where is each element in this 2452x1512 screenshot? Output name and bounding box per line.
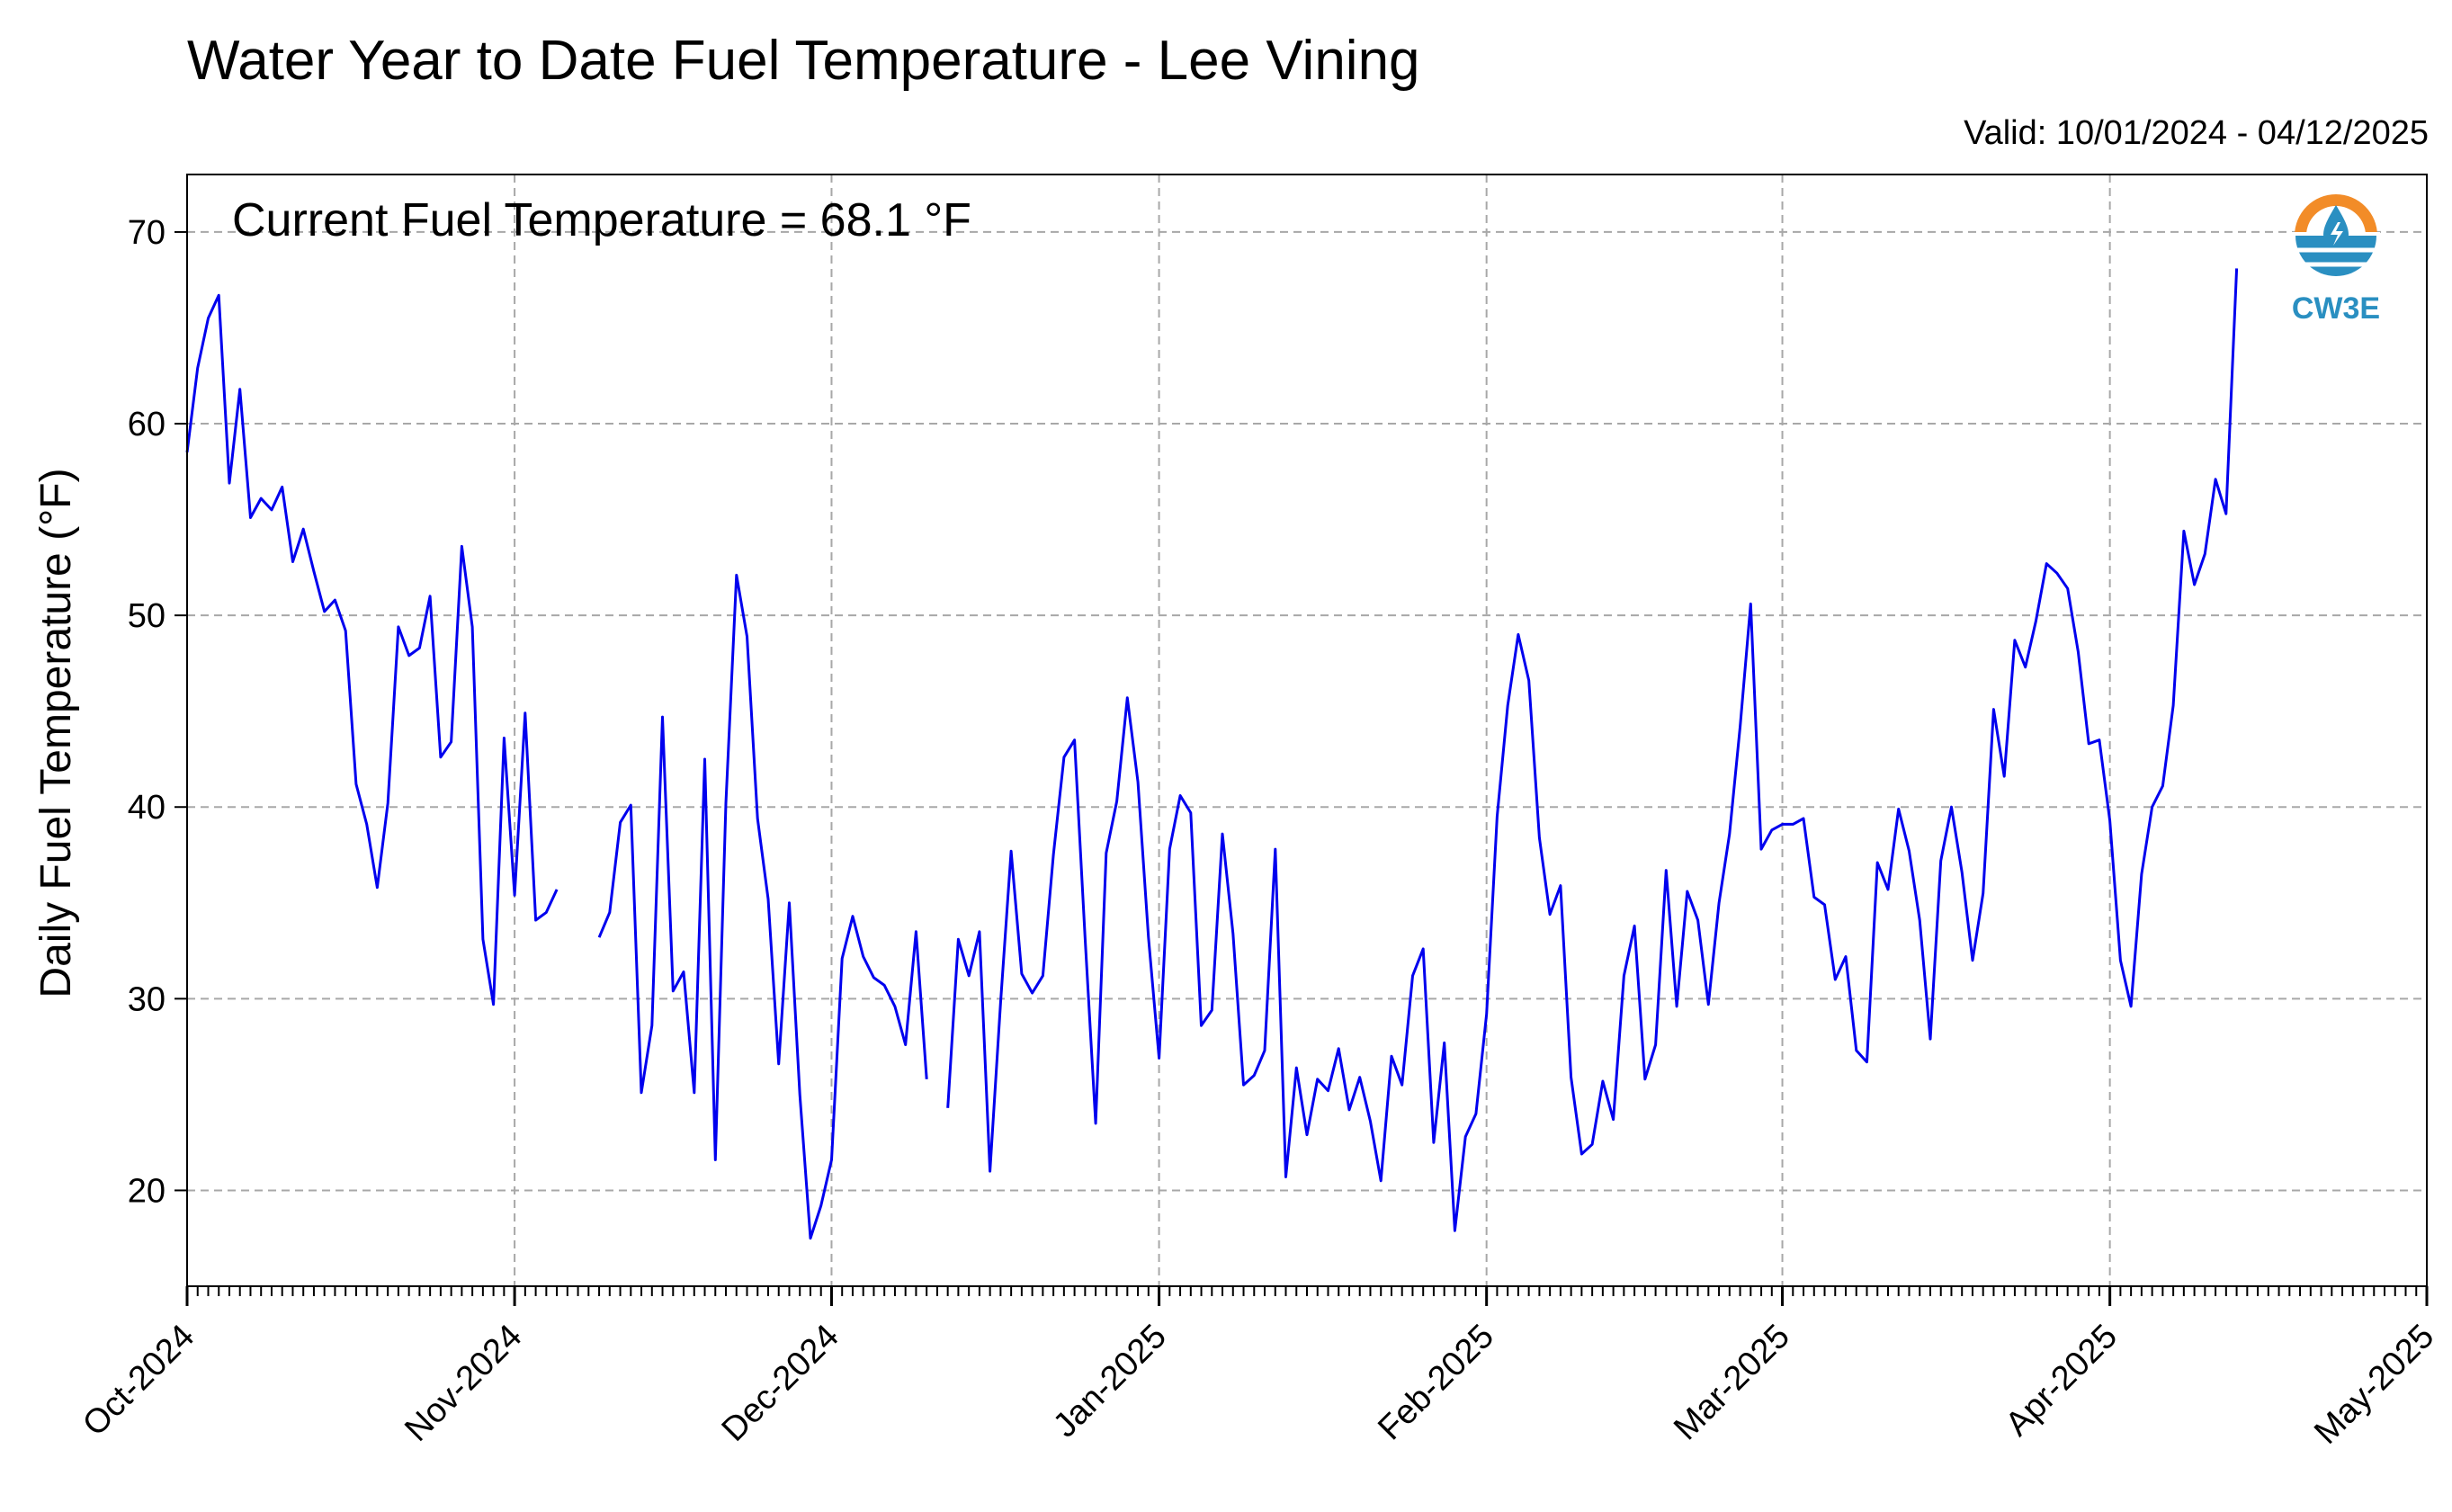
y-tick-label: 40 (128, 789, 166, 827)
x-tick-label: Jan-2025 (1046, 1318, 1174, 1445)
y-tick-label: 30 (128, 980, 166, 1018)
chart-title: Water Year to Date Fuel Temperature - Le… (187, 30, 1420, 92)
y-axis-label: Daily Fuel Temperature (°F) (32, 468, 80, 998)
chart-valid-range: Valid: 10/01/2024 - 04/12/2025 (1964, 114, 2429, 152)
x-tick-label: Mar-2025 (1667, 1318, 1797, 1448)
x-axis: Oct-2024 Nov-2024 Dec-2024 Jan-2025 Feb-2025… (76, 1286, 2441, 1452)
grid-lines (187, 174, 2427, 1286)
x-tick-label: Nov-2024 (398, 1318, 529, 1449)
x-tick-label: May-2025 (2307, 1318, 2441, 1452)
current-fuel-temperature-annotation: Current Fuel Temperature = 68.1 °F (232, 194, 971, 246)
cw3e-logo-text: CW3E (2292, 291, 2380, 326)
y-tick-label: 70 (128, 214, 166, 252)
y-tick-label: 20 (128, 1172, 166, 1210)
y-axis: 20 30 40 50 60 70 (128, 214, 187, 1210)
x-tick-label: Oct-2024 (76, 1318, 201, 1444)
cw3e-logo: CW3E (2292, 194, 2380, 326)
x-tick-label: Dec-2024 (715, 1318, 846, 1449)
series-line-segment (185, 293, 559, 1007)
series-fuel-temperature (185, 268, 2239, 1240)
series-line-segment (946, 268, 2239, 1232)
y-tick-label: 60 (128, 406, 166, 443)
y-tick-label: 50 (128, 597, 166, 635)
x-tick-label: Feb-2025 (1371, 1318, 1501, 1448)
x-tick-label: Apr-2025 (1999, 1318, 2125, 1444)
series-line-segment (597, 573, 928, 1240)
